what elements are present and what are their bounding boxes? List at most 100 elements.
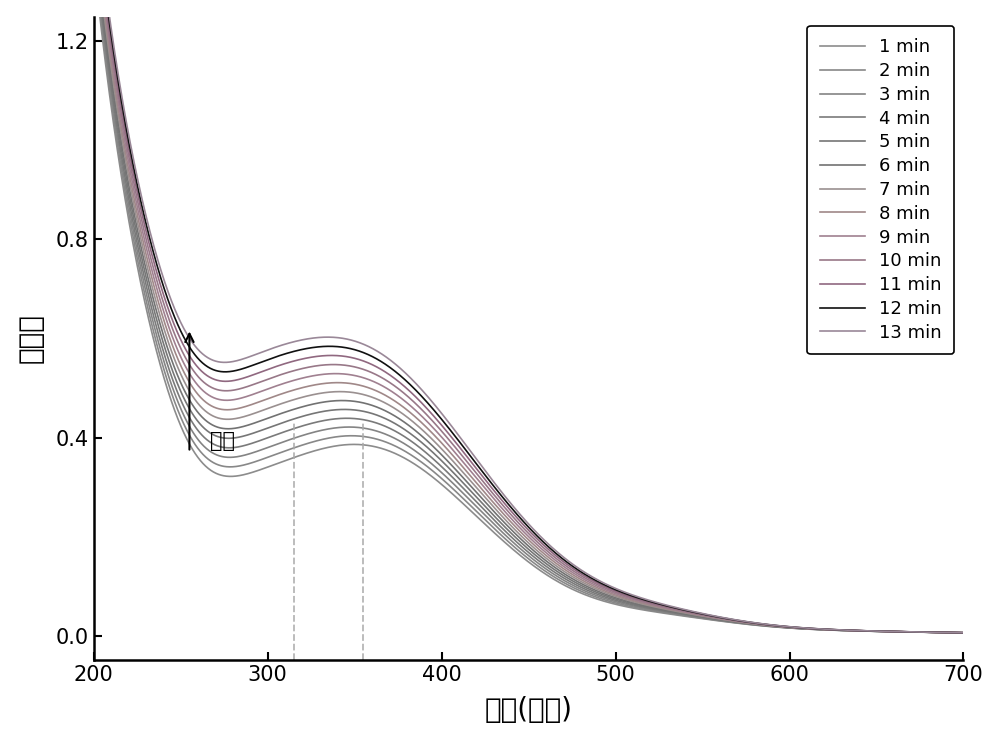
11 min: [957, 628, 969, 637]
8 min: [511, 523, 523, 532]
7 min: [132, 222, 144, 230]
10 min: [488, 490, 500, 499]
2 min: [132, 259, 144, 268]
Line: 5 min: 5 min: [94, 0, 963, 633]
5 min: [932, 628, 944, 637]
Line: 8 min: 8 min: [94, 0, 963, 633]
Line: 12 min: 12 min: [94, 0, 963, 633]
6 min: [957, 628, 969, 637]
11 min: [488, 485, 500, 494]
5 min: [932, 628, 944, 637]
X-axis label: 波长(纳米): 波长(纳米): [485, 697, 573, 725]
13 min: [773, 621, 785, 630]
1 min: [773, 622, 785, 631]
5 min: [132, 236, 144, 245]
5 min: [773, 622, 785, 631]
Line: 11 min: 11 min: [94, 0, 963, 633]
6 min: [773, 622, 785, 631]
3 min: [932, 628, 944, 637]
4 min: [511, 537, 523, 546]
7 min: [488, 502, 500, 511]
2 min: [773, 622, 785, 631]
12 min: [932, 628, 944, 637]
9 min: [932, 628, 944, 637]
Legend: 1 min, 2 min, 3 min, 4 min, 5 min, 6 min, 7 min, 8 min, 9 min, 10 min, 11 min, 1: 1 min, 2 min, 3 min, 4 min, 5 min, 6 min…: [807, 26, 954, 354]
12 min: [932, 628, 944, 637]
8 min: [773, 622, 785, 631]
10 min: [932, 628, 944, 637]
9 min: [957, 628, 969, 637]
8 min: [932, 628, 944, 637]
6 min: [932, 628, 944, 637]
10 min: [957, 628, 969, 637]
Line: 9 min: 9 min: [94, 0, 963, 633]
7 min: [932, 628, 944, 637]
Line: 3 min: 3 min: [94, 0, 963, 633]
1 min: [957, 628, 969, 637]
7 min: [957, 628, 969, 637]
3 min: [132, 251, 144, 260]
Y-axis label: 吸光度: 吸光度: [17, 313, 45, 363]
2 min: [511, 545, 523, 554]
8 min: [488, 498, 500, 507]
3 min: [932, 628, 944, 637]
13 min: [932, 628, 944, 637]
13 min: [488, 477, 500, 486]
2 min: [932, 628, 944, 637]
6 min: [132, 229, 144, 238]
5 min: [488, 511, 500, 519]
Line: 13 min: 13 min: [94, 0, 963, 633]
4 min: [132, 244, 144, 253]
11 min: [932, 628, 944, 637]
7 min: [932, 628, 944, 637]
Line: 4 min: 4 min: [94, 0, 963, 633]
3 min: [488, 519, 500, 528]
4 min: [932, 628, 944, 637]
12 min: [511, 510, 523, 519]
4 min: [957, 628, 969, 637]
Line: 10 min: 10 min: [94, 0, 963, 633]
5 min: [957, 628, 969, 637]
11 min: [773, 622, 785, 631]
9 min: [132, 207, 144, 216]
Text: 时间: 时间: [210, 431, 235, 451]
12 min: [957, 628, 969, 637]
2 min: [488, 524, 500, 533]
6 min: [511, 531, 523, 539]
10 min: [932, 628, 944, 637]
5 min: [511, 534, 523, 543]
1 min: [932, 628, 944, 637]
8 min: [957, 628, 969, 637]
9 min: [773, 622, 785, 631]
9 min: [511, 520, 523, 529]
6 min: [932, 628, 944, 637]
Line: 2 min: 2 min: [94, 0, 963, 633]
1 min: [488, 528, 500, 536]
2 min: [957, 628, 969, 637]
Line: 7 min: 7 min: [94, 0, 963, 633]
12 min: [488, 482, 500, 491]
4 min: [932, 628, 944, 637]
13 min: [132, 177, 144, 186]
1 min: [511, 548, 523, 557]
3 min: [957, 628, 969, 637]
13 min: [511, 506, 523, 515]
10 min: [773, 622, 785, 631]
3 min: [511, 541, 523, 550]
6 min: [488, 507, 500, 516]
10 min: [132, 199, 144, 208]
11 min: [932, 628, 944, 637]
3 min: [773, 622, 785, 631]
7 min: [773, 622, 785, 631]
Line: 1 min: 1 min: [94, 0, 963, 633]
7 min: [511, 527, 523, 536]
8 min: [132, 214, 144, 223]
9 min: [932, 628, 944, 637]
Line: 6 min: 6 min: [94, 0, 963, 633]
13 min: [932, 628, 944, 637]
12 min: [773, 622, 785, 631]
13 min: [957, 628, 969, 637]
12 min: [132, 185, 144, 193]
9 min: [488, 494, 500, 503]
4 min: [488, 515, 500, 524]
